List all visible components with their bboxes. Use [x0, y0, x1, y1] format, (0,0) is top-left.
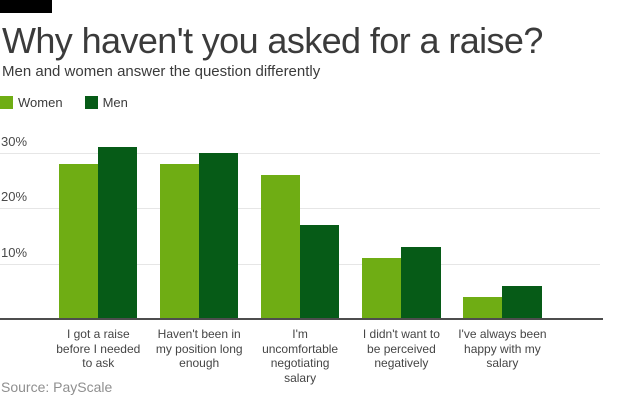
legend-item-women: Women	[0, 95, 63, 110]
legend-label-men: Men	[102, 95, 128, 110]
bar-men-0	[98, 146, 138, 319]
category-label-line: salary	[486, 356, 519, 370]
category-label-line: I didn't want to	[362, 327, 440, 341]
category-label-line: I'm	[292, 327, 308, 341]
source-attribution: Source: PayScale	[1, 379, 113, 395]
ytick-label-30: 30%	[1, 133, 28, 149]
bar-men-3	[401, 246, 441, 319]
category-label-line: negatively	[374, 356, 429, 370]
category-label-1: Haven't been in my position long enough	[124, 327, 274, 371]
category-label-2: I'm uncomfortable negotiating salary	[225, 327, 375, 385]
ytick-label-20: 20%	[1, 189, 28, 204]
men-color-swatch	[84, 96, 98, 109]
category-label-line: Haven't been in	[157, 327, 241, 341]
category-label-line: enough	[179, 356, 220, 370]
category-label-0: I got a raise before I needed to ask	[23, 327, 173, 371]
category-label-line: before I needed	[56, 341, 141, 356]
category-label-line: I've always been	[458, 327, 547, 341]
category-label-line: uncomfortable	[262, 341, 339, 356]
legend-item-men: Men	[84, 95, 128, 110]
chart-subtitle: Men and women answer the question differ…	[2, 63, 321, 80]
gridline-30	[0, 152, 600, 154]
bar-women-0	[59, 163, 99, 319]
category-label-line: negotiating	[270, 356, 330, 370]
category-label-4: I've always been happy with my salary	[427, 327, 577, 371]
category-label-line: salary	[284, 370, 317, 385]
legend-label-women: Women	[18, 95, 63, 110]
chart-legend: Women Men	[0, 95, 128, 110]
bar-women-2	[260, 174, 301, 319]
page-title: Why haven't you asked for a raise?	[2, 20, 543, 61]
x-axis-line	[0, 317, 603, 320]
bar-men-4	[502, 285, 542, 319]
bar-women-4	[463, 296, 503, 319]
women-color-swatch	[0, 96, 13, 109]
category-label-line: to ask	[82, 356, 115, 370]
bar-women-1	[160, 163, 200, 319]
category-label-3: I didn't want to be perceived negatively	[326, 327, 476, 371]
category-label-line: be perceived	[367, 341, 436, 356]
category-label-line: I got a raise	[66, 327, 130, 341]
brand-bar	[0, 0, 52, 13]
bar-men-1	[199, 152, 239, 319]
ytick-label-10: 10%	[1, 244, 28, 260]
bar-women-3	[362, 257, 402, 319]
bar-men-2	[300, 224, 340, 319]
category-label-line: my position long	[155, 341, 243, 356]
category-label-line: happy with my	[464, 341, 541, 356]
